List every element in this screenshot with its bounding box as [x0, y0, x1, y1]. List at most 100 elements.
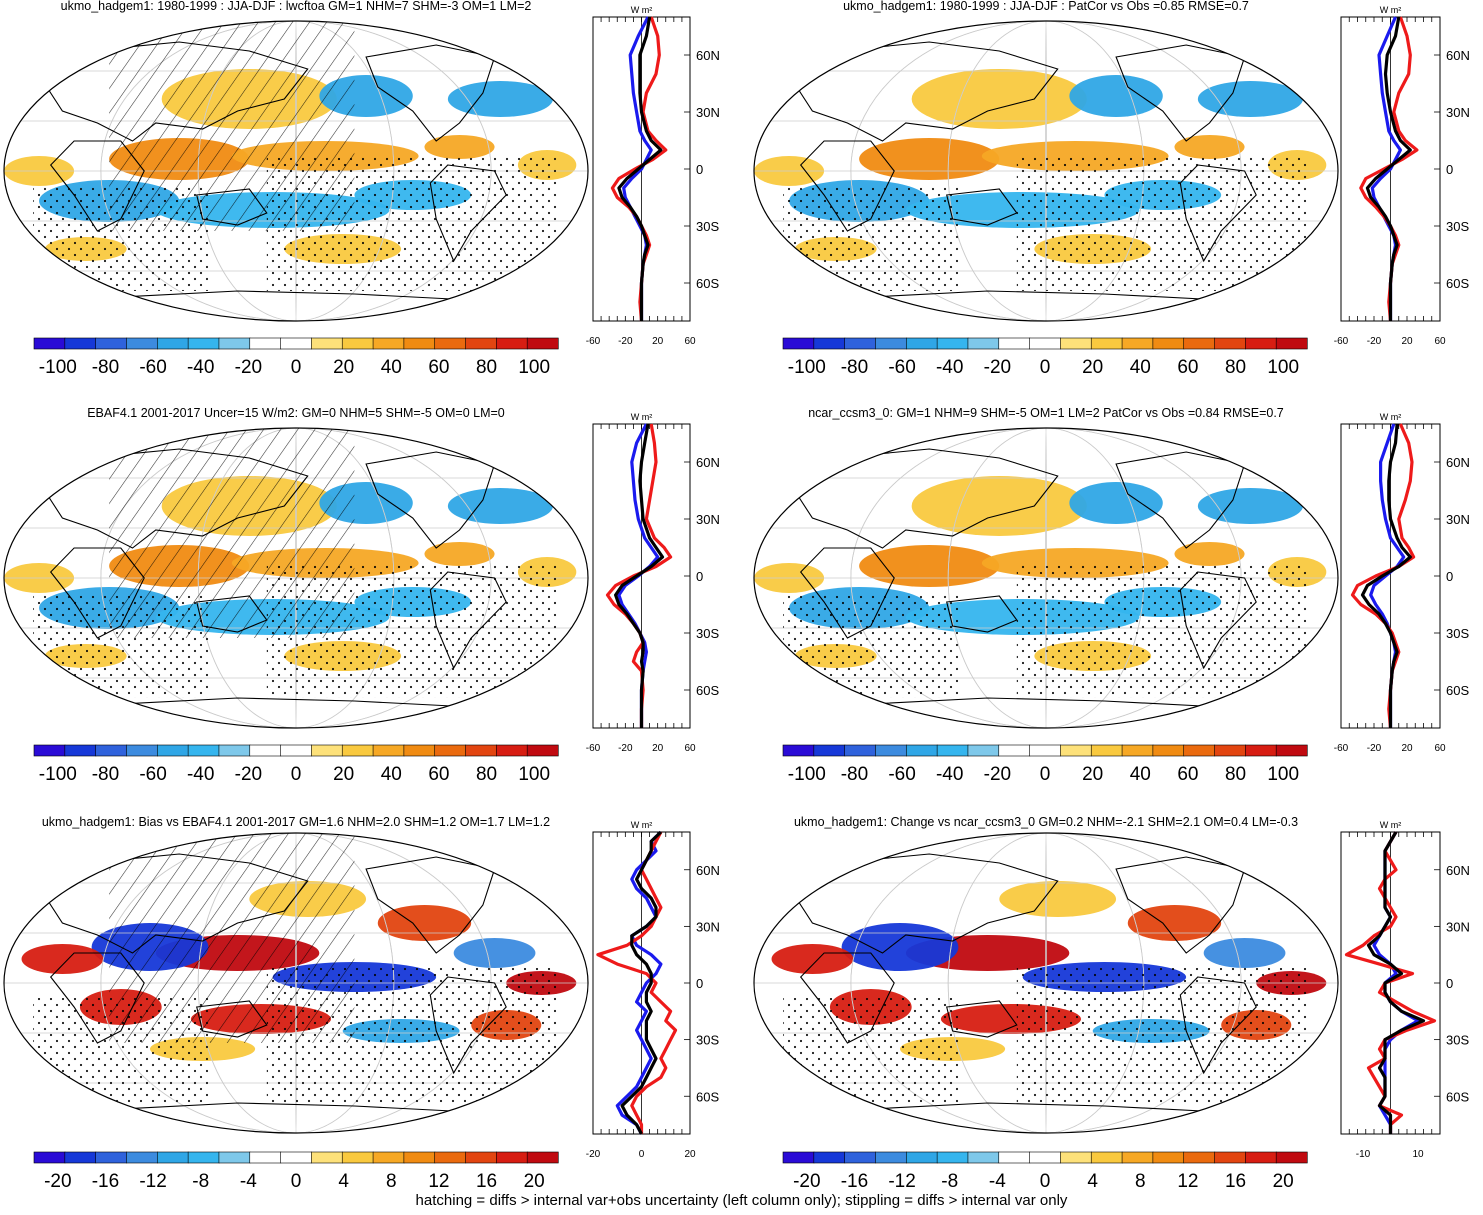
colorbar-tick-label: -40: [187, 357, 214, 378]
profile-units-label: W m²: [1380, 5, 1402, 15]
colorbar-swatch: [998, 337, 1031, 350]
colorbar-tick-label: -80: [92, 357, 119, 378]
hatching-overlay: [109, 833, 355, 1043]
anomaly-region: [21, 944, 104, 974]
colorbar-swatch: [280, 1151, 313, 1164]
colorbar-tick-label: 80: [1225, 764, 1246, 785]
profile-x-tick-label: 20: [652, 743, 664, 754]
profile-y-tick-label: 30N: [696, 919, 720, 934]
colorbar-swatch: [905, 1151, 938, 1164]
colorbar-tick-label: 12: [428, 1171, 449, 1192]
profile-y-tick-label: 60S: [696, 683, 719, 698]
profile-series-blue: [615, 830, 663, 1135]
profile-series-black: [613, 423, 665, 728]
colorbar-swatch: [249, 337, 282, 350]
colorbar-swatch: [1275, 1151, 1308, 1164]
coastline: [196, 595, 268, 633]
colorbar-swatch: [280, 744, 313, 757]
stippling-overlay: [1016, 968, 1309, 1103]
profile-y-tick-label: 30S: [1446, 1033, 1469, 1048]
anomaly-region: [447, 488, 553, 524]
coastline: [870, 290, 1222, 301]
profile-y-tick-label: 30N: [696, 512, 720, 527]
colorbar-swatch: [218, 1151, 251, 1164]
colorbar: -100 -80 -60 -40 -20 0 20 40 60 80 100: [33, 337, 559, 378]
colorbar-tick-label: 60: [1177, 357, 1198, 378]
coastline: [870, 1102, 1222, 1113]
profile-y-tick-label: 0: [1446, 976, 1453, 991]
coastline: [799, 140, 895, 232]
map-border: [3, 20, 589, 322]
coastline: [788, 448, 1059, 549]
colorbar-tick-label: -4: [989, 1171, 1006, 1192]
stippling-overlay: [1016, 563, 1309, 698]
colorbar-swatch: [341, 744, 374, 757]
coastline: [788, 41, 1059, 142]
anomaly-region: [859, 545, 1000, 587]
colorbar-swatch: [496, 337, 528, 350]
colorbar-swatch: [33, 1151, 66, 1164]
colorbar-tick-label: 20: [1273, 1171, 1294, 1192]
colorbar-tick-label: -100: [788, 764, 826, 785]
colorbar-swatch: [936, 337, 969, 350]
profile-x-tick-label: -20: [586, 1149, 601, 1160]
profile-units-label: W m²: [631, 820, 653, 830]
anomaly-region: [1197, 488, 1303, 524]
profile-x-tick-label: -60: [1334, 336, 1349, 347]
coastline: [946, 595, 1018, 633]
colorbar-swatch: [936, 1151, 969, 1164]
colorbar-tick-label: 40: [381, 764, 402, 785]
profile-y-tick-label: 30N: [1446, 105, 1470, 120]
colorbar-swatch: [1214, 1151, 1246, 1164]
anomaly-region: [771, 944, 854, 974]
panel-title: EBAF4.1 2001-2017 Uncer=15 W/m2: GM=0 NH…: [87, 406, 505, 420]
colorbar-tick-label: 12: [1177, 1171, 1198, 1192]
coastline: [365, 856, 496, 954]
colorbar-swatch: [372, 744, 405, 757]
colorbar-swatch: [372, 1151, 405, 1164]
colorbar-swatch: [1275, 337, 1308, 350]
anomaly-region: [999, 881, 1117, 917]
colorbar-swatch: [187, 337, 220, 350]
colorbar-tick-label: 0: [1040, 764, 1051, 785]
colorbar-swatch: [496, 744, 528, 757]
colorbar-swatch: [526, 744, 559, 757]
colorbar-swatch: [434, 337, 467, 350]
profile-x-tick-label: 20: [1401, 743, 1413, 754]
panel-1: ukmo_hadgem1: 1980-1999 : JJA-DJF : lwcf…: [3, 0, 720, 378]
anomaly-region: [841, 923, 959, 971]
colorbar-tick-label: 0: [291, 357, 302, 378]
stippling-overlay: [1016, 156, 1309, 291]
colorbar-swatch: [218, 744, 251, 757]
profile-series-blue: [617, 423, 660, 728]
profile-y-tick-label: 30N: [696, 105, 720, 120]
colorbar-tick-label: -8: [941, 1171, 958, 1192]
coastline: [49, 140, 145, 232]
profile-y-tick-label: 30S: [696, 626, 719, 641]
colorbar-swatch: [403, 337, 436, 350]
colorbar-tick-label: -80: [841, 764, 868, 785]
hatching-overlay: [109, 428, 355, 638]
profile-y-tick-label: 30S: [1446, 626, 1469, 641]
anomaly-region: [424, 135, 495, 159]
colorbar-swatch: [1183, 1151, 1216, 1164]
colorbar-swatch: [1183, 337, 1216, 350]
coastline: [799, 952, 895, 1044]
colorbar-tick-label: -20: [984, 764, 1011, 785]
coastline: [196, 188, 268, 226]
profile-y-tick-label: 0: [696, 162, 703, 177]
colorbar-tick-label: 60: [428, 357, 449, 378]
colorbar-tick-label: 100: [518, 357, 550, 378]
coastline: [946, 1000, 1018, 1038]
panel-5: ukmo_hadgem1: Bias vs EBAF4.1 2001-2017 …: [3, 815, 720, 1192]
coastline: [49, 547, 145, 639]
coastline: [38, 41, 309, 142]
colorbar-swatch: [465, 744, 497, 757]
profile-x-tick-label: -60: [586, 336, 601, 347]
profile-x-tick-label: -60: [1334, 743, 1349, 754]
colorbar-swatch: [844, 1151, 877, 1164]
colorbar-swatch: [1121, 337, 1154, 350]
colorbar-swatch: [496, 1151, 528, 1164]
profile-y-tick-label: 60S: [696, 1089, 719, 1104]
anomaly-region: [1203, 938, 1286, 968]
